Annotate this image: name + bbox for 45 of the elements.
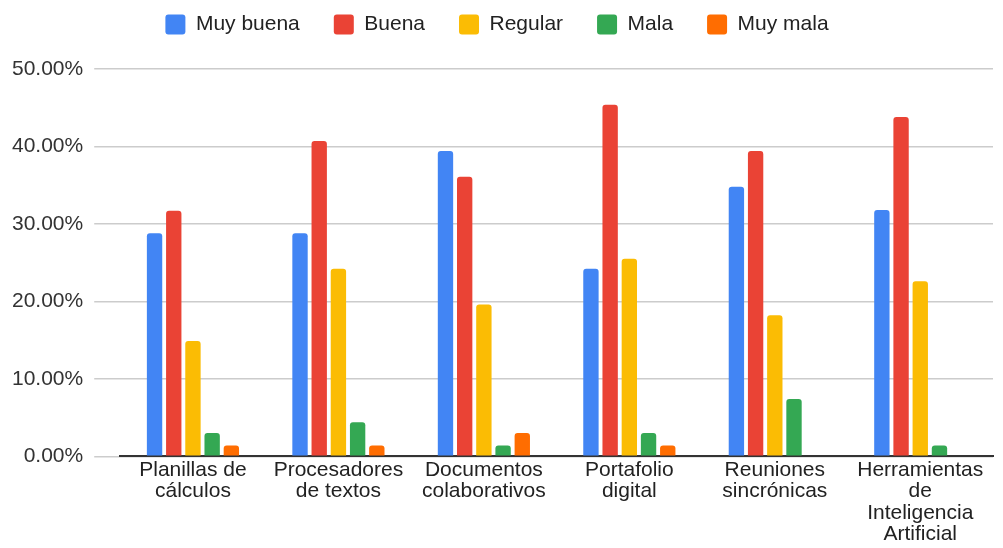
bar — [583, 268, 599, 456]
legend-label: Muy buena — [195, 11, 301, 35]
bar — [166, 210, 182, 456]
bar — [349, 422, 366, 456]
bar — [602, 104, 618, 456]
bar — [893, 117, 909, 456]
bar — [311, 141, 327, 456]
bar — [476, 304, 492, 456]
x-tick-label: Portafolio digital — [584, 456, 674, 502]
y-tick-label: 30.00% — [11, 210, 84, 234]
bar — [292, 233, 308, 456]
bar — [146, 233, 163, 456]
bar — [495, 445, 511, 456]
bar — [660, 445, 676, 456]
bar — [514, 433, 530, 456]
bar — [728, 186, 745, 456]
x-tick-label: Documentos colaborativos — [422, 456, 546, 502]
bar — [747, 151, 764, 456]
bar — [185, 340, 201, 456]
bar — [223, 445, 240, 456]
bar — [640, 433, 657, 456]
legend-label: Buena — [364, 11, 426, 35]
bar — [767, 315, 783, 456]
y-tick-label: 50.00% — [11, 55, 84, 79]
y-tick-label: 40.00% — [11, 133, 84, 157]
bar — [204, 433, 220, 456]
x-tick-label: Herramientas de Inteligencia Artificial — [857, 456, 984, 545]
x-tick-label: Procesadores de textos — [273, 456, 404, 502]
y-tick-label: 10.00% — [11, 365, 84, 389]
bar — [621, 258, 638, 456]
legend-label: Muy mala — [737, 11, 829, 35]
bar — [786, 399, 802, 456]
bar — [437, 151, 454, 456]
bar — [330, 268, 347, 456]
bar — [369, 445, 385, 456]
legend-label: Mala — [627, 11, 674, 35]
bar — [931, 445, 948, 456]
x-tick-label: Planillas de cálculos — [139, 456, 247, 502]
x-tick-label: Reuniones sincrónicas — [722, 456, 828, 502]
legend-label: Regular — [489, 11, 564, 35]
y-tick-label: 20.00% — [11, 288, 84, 312]
bar — [874, 209, 890, 456]
bar — [912, 281, 928, 456]
y-tick-label: 0.00% — [23, 443, 84, 467]
bar — [457, 176, 473, 456]
